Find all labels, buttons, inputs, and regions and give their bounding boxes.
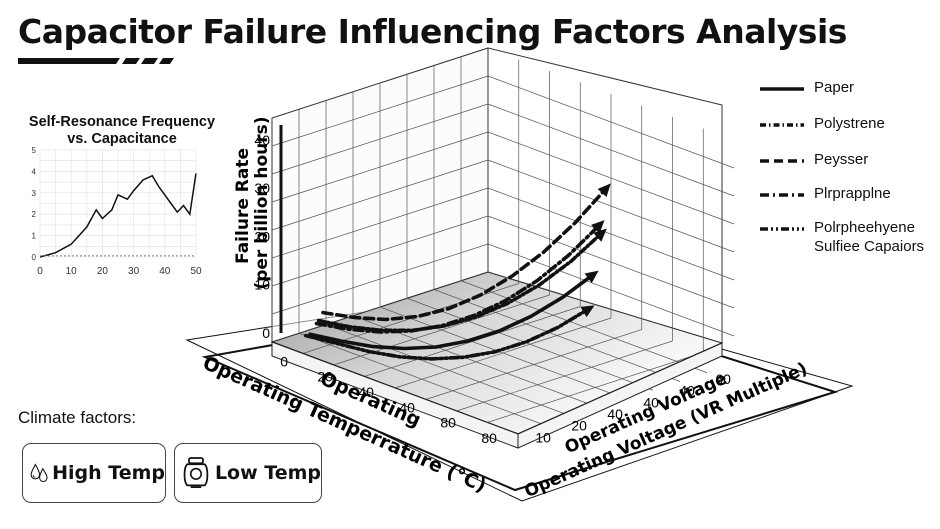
legend-label: Plrprapplne bbox=[814, 184, 891, 203]
legend-label-line1: Polystrene bbox=[814, 115, 885, 132]
series-arrowhead-3 bbox=[591, 220, 605, 234]
legend-swatch bbox=[760, 87, 804, 91]
y-tick-label: 40 bbox=[643, 394, 659, 410]
low-temp-label: Low Temp bbox=[214, 462, 321, 484]
climate-factors-label: Climate factors: bbox=[18, 408, 137, 427]
series-arrowhead-2 bbox=[597, 183, 611, 198]
z-axis-label-line2: (per billion hours) bbox=[252, 116, 272, 289]
legend-item: Paper bbox=[758, 78, 854, 98]
high-temp-chip[interactable]: High Temp bbox=[22, 443, 166, 503]
low-temp-chip[interactable]: Low Temp bbox=[174, 443, 322, 503]
legend-label: Paper bbox=[814, 78, 854, 97]
legend-label: Peysser bbox=[814, 150, 868, 169]
legend-item: Peysser bbox=[758, 150, 868, 170]
inset-title-line1: Self-Resonance Frequency bbox=[28, 114, 216, 130]
z-tick-label: 40 bbox=[254, 132, 270, 148]
legend-label-line2: Sulfiee Capaiors bbox=[814, 238, 925, 255]
z-axis-label: Failure Rate (per billion hours) bbox=[233, 116, 272, 289]
inset-y-tick-label: 2 bbox=[32, 210, 37, 219]
inset-x-tick-label: 30 bbox=[128, 266, 140, 277]
page-title: Capacitor Failure Influencing Factors An… bbox=[18, 12, 847, 51]
series-curves bbox=[303, 183, 611, 361]
series-line-3 bbox=[314, 222, 603, 334]
high-temp-label: High Temp bbox=[52, 462, 165, 484]
x-tick-label: 20 bbox=[317, 369, 333, 385]
legend-label-line1: Peysser bbox=[814, 151, 869, 168]
legend-swatch bbox=[760, 159, 804, 163]
inset-y-tick-label: 5 bbox=[32, 146, 37, 155]
inset-x-tick-label: 40 bbox=[159, 266, 171, 277]
legend-swatch bbox=[760, 193, 804, 197]
water-drops-icon bbox=[30, 463, 48, 483]
series-line-4 bbox=[303, 306, 592, 361]
heater-icon bbox=[183, 457, 209, 488]
inset-y-tick-label: 1 bbox=[32, 232, 37, 241]
series-line-0 bbox=[308, 272, 596, 351]
x-tick-labels: 0 20 40 40 80 80 bbox=[280, 353, 497, 446]
z-tick-label: 10 bbox=[254, 277, 270, 293]
z-axis-label-line1: Failure Rate bbox=[233, 148, 253, 264]
series-arrowhead-1 bbox=[593, 228, 607, 242]
series-line-2 bbox=[321, 186, 609, 322]
x-tick-label: 40 bbox=[358, 384, 374, 400]
y-tick-label: 40 bbox=[607, 406, 623, 422]
inset-x-tick-label: 0 bbox=[37, 266, 43, 277]
series-arrowhead-4 bbox=[580, 305, 595, 318]
z-tick-label: 30 bbox=[254, 180, 270, 196]
inset-y-tick-label: 3 bbox=[32, 189, 37, 198]
z-tick-label: 20 bbox=[254, 228, 270, 244]
legend-label: Polrpheehyene Sulfiee Capaiors bbox=[814, 218, 924, 256]
legend-item: Polystrene bbox=[758, 114, 885, 134]
y-tick-label: 10 bbox=[535, 429, 551, 445]
legend-swatch bbox=[760, 227, 804, 231]
y-tick-label: 60 bbox=[715, 371, 731, 387]
x-tick-label: 80 bbox=[440, 415, 456, 431]
z-tick-labels: 0 10 20 30 40 bbox=[254, 132, 270, 341]
legend-label-line1: Polrpheehyene bbox=[814, 219, 915, 236]
legend-item: Plrprapplne bbox=[758, 184, 891, 204]
inset-title-line2: vs. Capacitance bbox=[67, 131, 177, 147]
inset-x-tick-label: 20 bbox=[97, 266, 109, 277]
z-tick-label: 0 bbox=[262, 325, 270, 341]
chart-gridlines bbox=[271, 56, 735, 426]
legend-swatch bbox=[760, 123, 804, 127]
inset-series-line-0 bbox=[39, 173, 197, 258]
y-tick-label: 40 bbox=[679, 383, 695, 399]
title-underline bbox=[18, 58, 174, 64]
legend-item: Polrpheehyene Sulfiee Capaiors bbox=[758, 218, 924, 256]
y-axis-slab bbox=[517, 342, 723, 449]
legend-label-line1: Paper bbox=[814, 79, 855, 96]
y-tick-label: 20 bbox=[571, 418, 587, 434]
legend-label-line1: Plrprapplne bbox=[814, 185, 891, 202]
series-arrowhead-0 bbox=[584, 270, 599, 284]
legend-label: Polystrene bbox=[814, 114, 885, 133]
inset-y-tick-label: 4 bbox=[32, 167, 37, 176]
inset-title: Self-Resonance Frequency vs. Capacitance bbox=[12, 114, 232, 148]
x-tick-label: 80 bbox=[481, 430, 497, 446]
x-tick-label: 0 bbox=[280, 353, 288, 369]
x-tick-label: 40 bbox=[399, 399, 415, 415]
inset-x-tick-label: 50 bbox=[190, 266, 202, 277]
inset-y-tick-label: 0 bbox=[32, 253, 37, 262]
y-tick-labels: 10 20 40 40 40 60 bbox=[535, 371, 731, 445]
inset-x-tick-label: 10 bbox=[66, 266, 78, 277]
